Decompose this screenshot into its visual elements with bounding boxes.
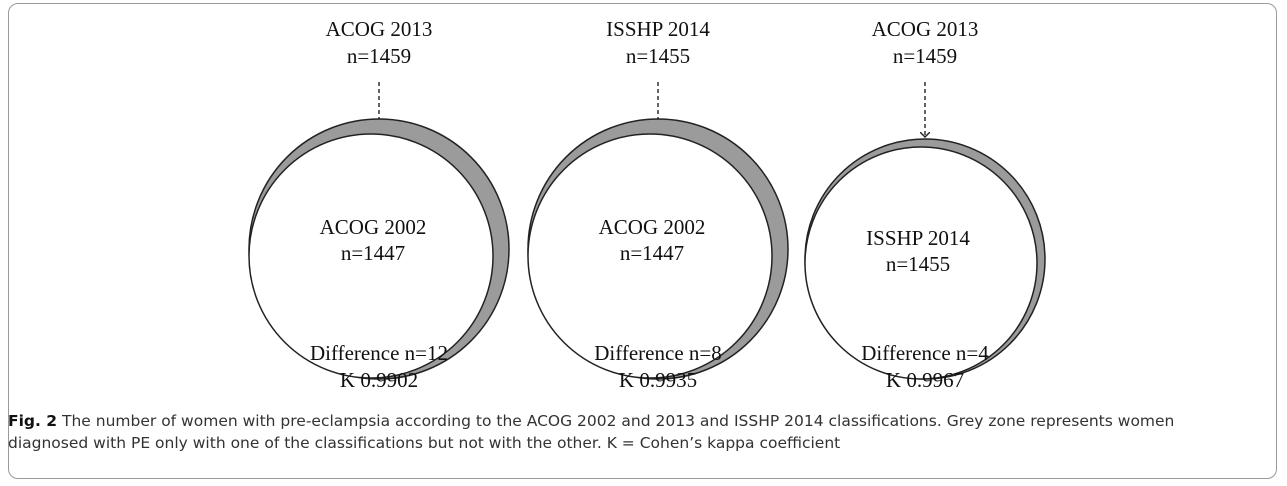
panel-1-difference: Difference n=12 [310, 341, 448, 365]
figure-caption-text: The number of women with pre-eclampsia a… [8, 412, 1175, 452]
panel-acog2013-vs-isshp2014: ACOG 2013 n=1459 ISSHP 2014 n=1455 Diffe… [804, 17, 1046, 392]
panel-3-difference: Difference n=4 [861, 341, 989, 365]
panel-3-top-n: n=1459 [893, 44, 957, 68]
panel-3-inner-circle [804, 146, 1038, 380]
panel-2-top-label: ISSHP 2014 [606, 17, 710, 41]
panel-2-inner-circle [527, 133, 773, 379]
panel-1-inner-circle [248, 133, 494, 379]
panel-1-inner-label: ACOG 2002 [320, 215, 427, 239]
figure-label: Fig. 2 [8, 412, 58, 430]
panel-2-top-n: n=1455 [626, 44, 690, 68]
panel-3-top-label: ACOG 2013 [872, 17, 979, 41]
panel-3-inner-label: ISSHP 2014 [866, 226, 970, 250]
panel-1-inner-n: n=1447 [341, 241, 405, 265]
panel-2-inner-label: ACOG 2002 [599, 215, 706, 239]
figure-caption: Fig. 2 The number of women with pre-ecla… [8, 410, 1258, 454]
panel-1-kappa: K 0.9902 [340, 368, 418, 392]
panel-3-inner-n: n=1455 [886, 252, 950, 276]
panel-2-inner-n: n=1447 [620, 241, 684, 265]
panel-isshp2014-vs-acog2002: ISSHP 2014 n=1455 ACOG 2002 n=1447 Diffe… [527, 17, 789, 392]
panel-acog2013-vs-acog2002: ACOG 2013 n=1459 ACOG 2002 n=1447 Differ… [248, 17, 510, 392]
panel-2-difference: Difference n=8 [594, 341, 721, 365]
panel-2-kappa: K 0.9935 [619, 368, 697, 392]
panel-1-top-label: ACOG 2013 [326, 17, 433, 41]
panel-3-kappa: K 0.9967 [886, 368, 964, 392]
panel-1-top-n: n=1459 [347, 44, 411, 68]
